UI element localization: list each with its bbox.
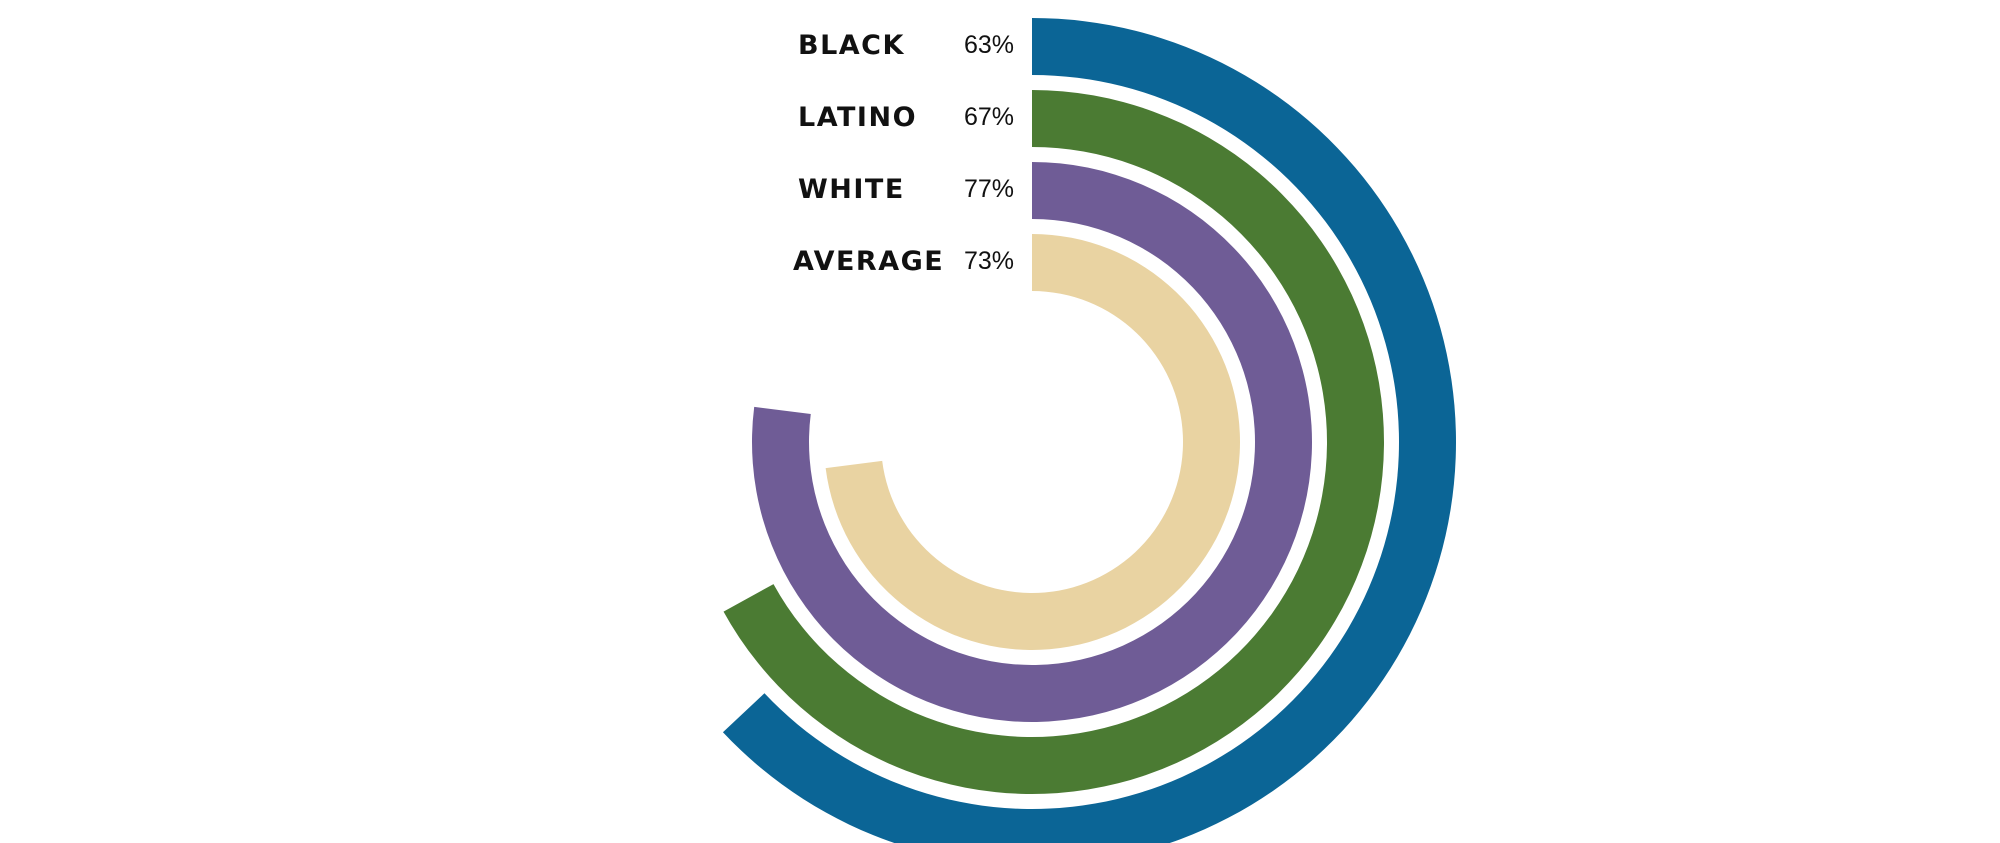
data-label: 63%: [963, 30, 1014, 59]
series-label: WHITE: [798, 173, 905, 205]
series-label: AVERAGE: [793, 245, 945, 277]
data-label: 77%: [963, 174, 1014, 203]
series-label: BLACK: [798, 29, 905, 61]
series-label: LATINO: [798, 101, 918, 133]
arc-black: [722, 18, 1456, 843]
arc-average: [825, 234, 1240, 650]
data-label: 67%: [963, 102, 1014, 131]
data-label: 73%: [963, 246, 1014, 275]
